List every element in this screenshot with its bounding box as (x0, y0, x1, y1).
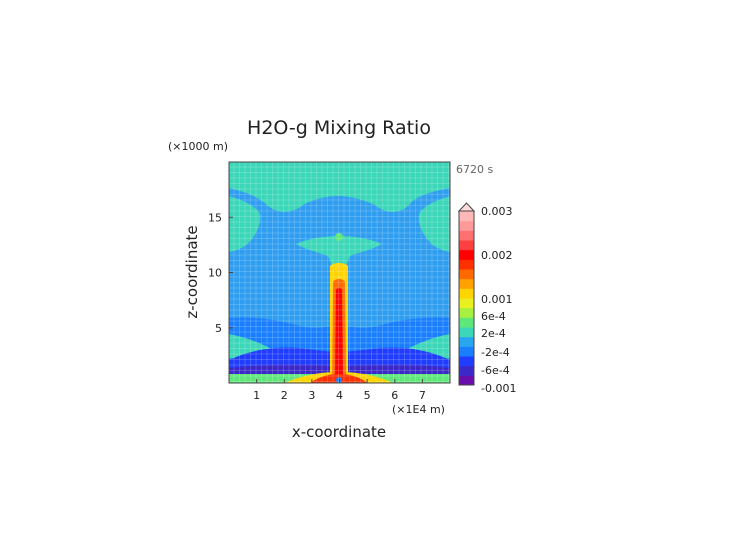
colorbar-segment (459, 288, 474, 299)
x-unit-label: (×1E4 m) (392, 403, 445, 416)
colorbar-segment (459, 220, 474, 231)
colorbar-label: -2e-4 (481, 346, 510, 359)
colorbar-segment (459, 298, 474, 309)
colorbar (457, 202, 476, 386)
x-tick-label: 6 (391, 389, 398, 402)
left-upper-lobe (229, 196, 261, 252)
colorbar-label: 0.001 (481, 293, 513, 306)
colorbar-label: 0.002 (481, 249, 513, 262)
colorbar-segment (459, 269, 474, 280)
colorbar-label: 2e-4 (481, 327, 506, 340)
y-tick-label: 5 (215, 322, 222, 335)
x-axis-label: x-coordinate (292, 423, 386, 441)
y-tick-label: 15 (208, 211, 222, 224)
y-unit-label: (×1000 m) (168, 140, 228, 153)
y-axis-label: z-coordinate (183, 225, 201, 318)
colorbar-label: 6e-4 (481, 310, 506, 323)
anvil-cap (335, 233, 343, 241)
x-tick-label: 3 (308, 389, 315, 402)
right-upper-lobe (418, 196, 450, 252)
colorbar-segment (459, 327, 474, 338)
colorbar-segment (459, 240, 474, 251)
colorbar-segment (459, 346, 474, 357)
y-tick-label: 10 (208, 267, 222, 280)
colorbar-label: -0.001 (481, 382, 516, 395)
colorbar-label: 0.003 (481, 205, 513, 218)
anvil (296, 236, 382, 266)
x-tick-label: 1 (253, 389, 260, 402)
colorbar-segment (459, 259, 474, 270)
x-axis: 1 2 3 4 5 6 7 (253, 379, 426, 402)
y-axis: 5 10 15 (208, 211, 233, 335)
plot-area (229, 162, 450, 383)
colorbar-overflow-arrow (457, 202, 476, 212)
x-tick-label: 2 (281, 389, 288, 402)
colorbar-segment (459, 249, 474, 260)
upper-band (229, 162, 450, 212)
colorbar-segment (459, 375, 474, 386)
x-tick-label: 4 (336, 389, 343, 402)
colorbar-label: -6e-4 (481, 364, 510, 377)
colorbar-labels: 0.003 0.002 0.001 6e-4 2e-4 -2e-4 -6e-4 -0.001 (481, 205, 516, 395)
chart-title: H2O-g Mixing Ratio (247, 117, 431, 139)
colorbar-segment (459, 230, 474, 241)
colorbar-segment (459, 356, 474, 367)
x-tick-label: 5 (364, 389, 371, 402)
column-red (335, 287, 343, 380)
time-label: 6720 s (456, 163, 493, 176)
colorbar-segment (459, 365, 474, 376)
colorbar-segment (459, 211, 474, 222)
colorbar-segment (459, 317, 474, 328)
grid-overlay (229, 162, 450, 383)
colorbar-segment (459, 278, 474, 289)
x-tick-label: 7 (419, 389, 426, 402)
colorbar-segment (459, 307, 474, 318)
colorbar-segment (459, 336, 474, 347)
